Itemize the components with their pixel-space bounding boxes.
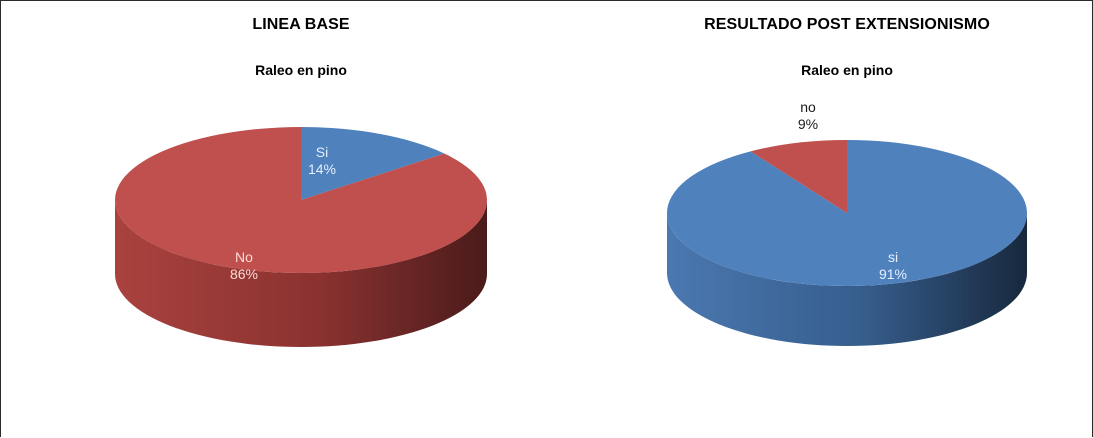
chart-title-right: RESULTADO POST EXTENSIONISMO bbox=[704, 16, 990, 33]
slice-label-si: si bbox=[888, 249, 898, 265]
slice-percent-si: 14% bbox=[308, 161, 336, 177]
slice-label-si: Si bbox=[316, 144, 328, 160]
pie-slice-si bbox=[667, 140, 1028, 286]
slice-percent-no: 9% bbox=[798, 116, 818, 132]
pie-side-si bbox=[667, 213, 1027, 346]
chart-subtitle-right: Raleo en pino bbox=[801, 62, 893, 78]
pie-slice-no bbox=[114, 127, 487, 273]
slice-label-no: No bbox=[235, 249, 253, 265]
slice-percent-si: 91% bbox=[879, 266, 907, 282]
slice-label-no: no bbox=[800, 99, 816, 115]
slice-percent-no: 86% bbox=[230, 266, 258, 282]
chart-title-left: LINEA BASE bbox=[252, 16, 350, 33]
pie-side-no bbox=[115, 200, 487, 347]
pie-slice-si bbox=[301, 127, 445, 200]
pie-slice-no bbox=[750, 140, 847, 213]
chart-subtitle-left: Raleo en pino bbox=[255, 62, 347, 78]
